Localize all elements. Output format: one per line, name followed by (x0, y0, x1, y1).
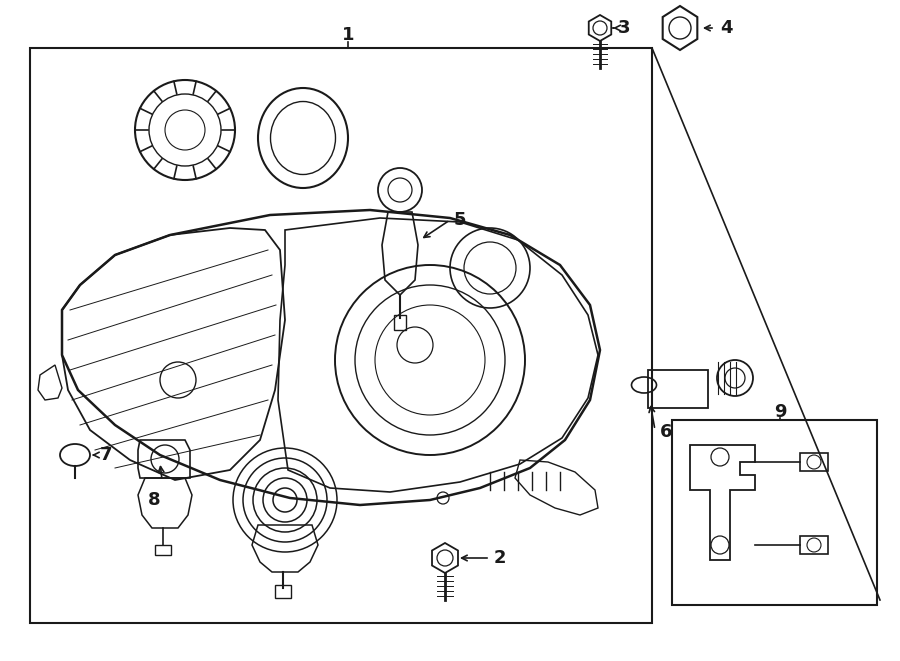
Text: 8: 8 (148, 491, 160, 509)
Text: 9: 9 (774, 403, 787, 421)
Bar (648, 370, 708, 408)
Text: 3: 3 (618, 19, 631, 37)
Text: 4: 4 (720, 19, 733, 37)
Bar (30, 48, 652, 623)
Bar (800, 536, 828, 554)
Bar (672, 420, 877, 605)
Text: 7: 7 (100, 446, 112, 464)
Bar (800, 453, 828, 471)
Text: 1: 1 (342, 26, 355, 44)
Text: 5: 5 (454, 211, 466, 229)
Text: 2: 2 (494, 549, 507, 567)
Text: 6: 6 (660, 423, 672, 441)
